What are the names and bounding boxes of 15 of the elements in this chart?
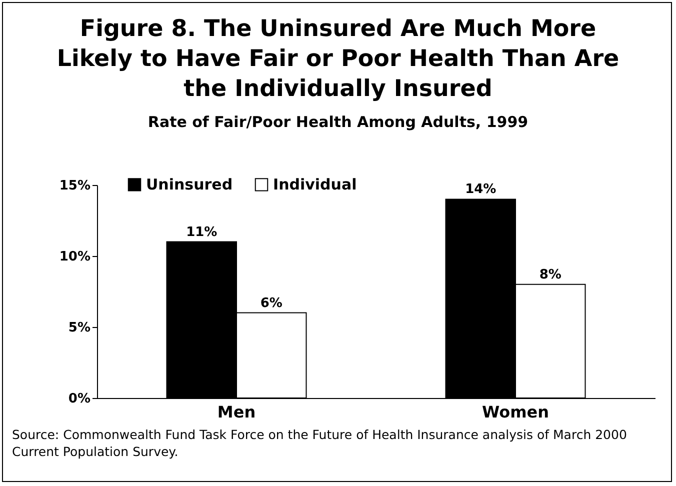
x-tick-label: Women (482, 402, 549, 422)
y-tick-label: 15% (59, 178, 90, 194)
y-tick-label: 5% (68, 320, 90, 336)
y-tick-label: 0% (68, 392, 90, 406)
chart-subtitle: Rate of Fair/Poor Health Among Adults, 1999 (146, 113, 530, 131)
legend-label: Uninsured (146, 176, 233, 194)
data-label: 8% (539, 267, 562, 282)
data-label: 14% (465, 182, 496, 198)
y-tick-label: 10% (59, 250, 90, 264)
source-note: Source: Commonwealth Fund Task Force on the Future of Health Insurance analysis of March 2000 Current Population Survey. (12, 426, 628, 460)
legend-label: Individual (273, 176, 357, 194)
data-label: 11% (186, 224, 218, 240)
data-label: 6% (260, 296, 282, 311)
x-tick-label: Men (217, 402, 256, 422)
chart-title: Figure 8. The Uninsured Are Much More Likely to Have Fair or Poor Health Than Are the Individually Insured (56, 15, 620, 104)
